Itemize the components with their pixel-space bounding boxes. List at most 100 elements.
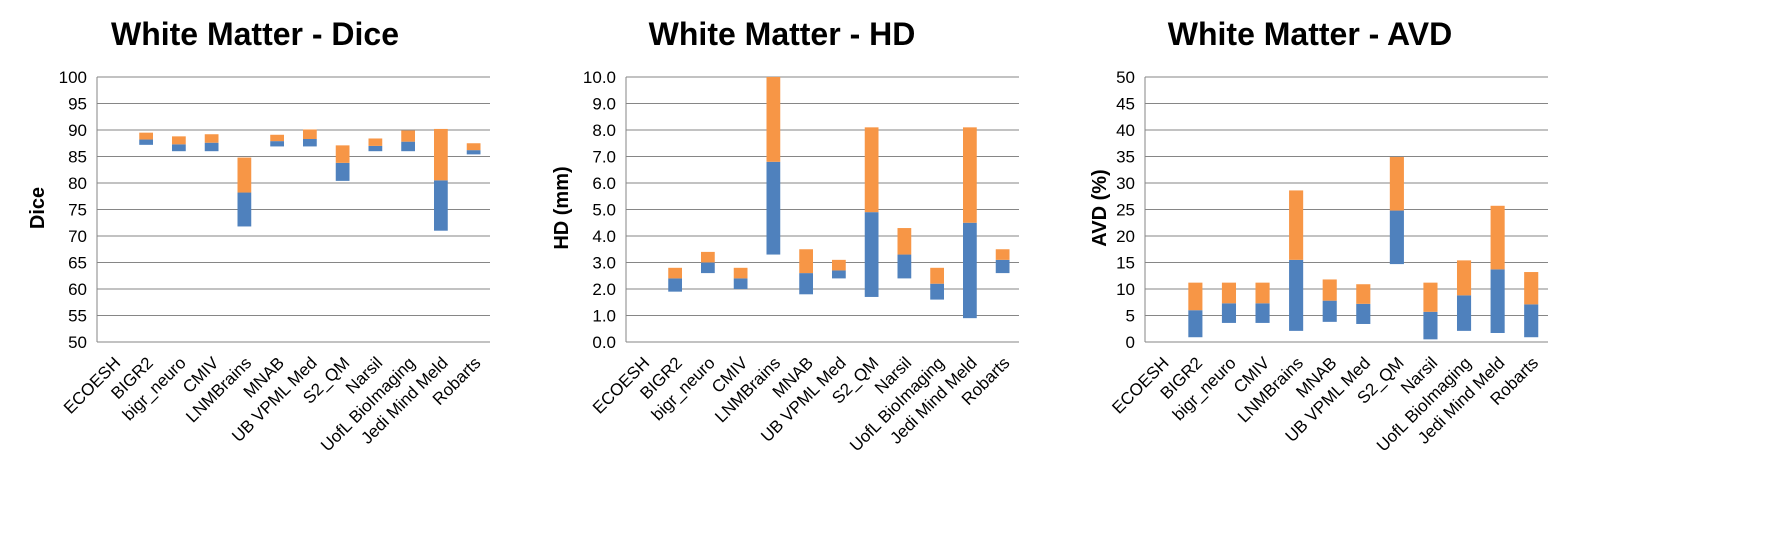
bar-lower-segment	[1255, 303, 1270, 323]
y-tick-label: 50	[68, 333, 87, 352]
bar-upper-segment	[1456, 260, 1472, 296]
y-tick-label: 0.0	[592, 333, 616, 352]
y-tick-label: 3.0	[592, 254, 616, 273]
bar-upper-segment	[766, 77, 781, 162]
bar-upper-segment	[1389, 157, 1404, 211]
y-tick-label: 2.0	[592, 280, 616, 299]
bar-upper-segment	[1356, 284, 1371, 304]
bar-lower-segment	[433, 180, 448, 231]
bar-upper-segment	[466, 143, 481, 151]
bar-lower-segment	[897, 254, 912, 279]
y-tick-label: 90	[68, 121, 87, 140]
y-tick-label: 25	[1116, 201, 1135, 220]
bar-upper-segment	[668, 267, 683, 279]
bar-upper-segment	[831, 259, 846, 271]
bar-upper-segment	[897, 228, 912, 255]
bar-lower-segment	[766, 161, 781, 255]
y-tick-label: 30	[1116, 174, 1135, 193]
y-tick-label: 50	[1116, 68, 1135, 87]
y-tick-label: 1.0	[592, 307, 616, 326]
hd-chart-svg: White Matter - HD HD (mm) 0.0 1.0 2.0 3.0 4.…	[551, 16, 1019, 455]
bar-upper-segment	[700, 251, 715, 263]
bar-upper-segment	[1490, 205, 1505, 270]
bar-upper-segment	[237, 157, 252, 193]
y-tick-label: 6.0	[592, 174, 616, 193]
y-tick-label: 10.0	[583, 68, 616, 87]
bar-upper-segment	[139, 132, 154, 140]
bar-upper-segment	[962, 127, 977, 223]
bar-upper-segment	[733, 267, 748, 279]
bar-lower-segment	[995, 259, 1010, 274]
bar-upper-segment	[1423, 282, 1438, 312]
bar-lower-segment	[1490, 269, 1505, 333]
chart-title: White Matter - AVD	[1168, 16, 1452, 52]
y-tick-label: 45	[1116, 95, 1135, 114]
bar-lower-segment	[1389, 210, 1404, 265]
y-axis-label: AVD (%)	[1089, 169, 1111, 246]
bar-lower-segment	[1322, 300, 1337, 322]
bar-lower-segment	[302, 139, 317, 147]
bar-upper-segment	[930, 267, 945, 284]
bar-lower-segment	[799, 273, 814, 295]
bar-lower-segment	[368, 145, 383, 152]
y-tick-label: 7.0	[592, 148, 616, 167]
bar-lower-segment	[668, 278, 683, 292]
dice-chart-svg: White Matter - Dice Dice 50 55 60 65 70 75 80 8…	[27, 16, 490, 455]
bar-upper-segment	[995, 249, 1010, 260]
y-tick-label: 40	[1116, 121, 1135, 140]
y-tick-label: 8.0	[592, 121, 616, 140]
bar-upper-segment	[1188, 282, 1203, 311]
y-tick-label: 9.0	[592, 95, 616, 114]
y-tick-label: 10	[1116, 280, 1135, 299]
bar-lower-segment	[1221, 303, 1237, 323]
bar-lower-segment	[930, 283, 945, 300]
bar-upper-segment	[302, 129, 317, 140]
bar-lower-segment	[335, 162, 350, 181]
y-tick-label: 35	[1116, 148, 1135, 167]
chart-title: White Matter - Dice	[111, 16, 399, 52]
bar-lower-segment	[962, 222, 977, 319]
bar-lower-segment	[1289, 259, 1304, 331]
bar-upper-segment	[401, 130, 416, 142]
bar-upper-segment	[171, 136, 186, 145]
bar-upper-segment	[1524, 272, 1539, 305]
bar-upper-segment	[204, 134, 219, 143]
bar-lower-segment	[139, 139, 154, 145]
y-tick-label: 60	[68, 280, 87, 299]
y-tick-label: 65	[68, 254, 87, 273]
bar-lower-segment	[204, 142, 219, 152]
avd-chart: White Matter - AVD AVD (%) 0 5 10 15 20 25 30 3…	[1080, 0, 1620, 533]
y-axis-label: HD (mm)	[551, 166, 573, 249]
bar-lower-segment	[831, 270, 846, 279]
bar-lower-segment	[864, 212, 879, 297]
bar-upper-segment	[433, 128, 448, 181]
y-tick-label: 5	[1126, 307, 1135, 326]
y-tick-label: 15	[1116, 254, 1135, 273]
bar-lower-segment	[1188, 310, 1203, 338]
y-tick-label: 4.0	[592, 227, 616, 246]
bar-upper-segment	[1289, 190, 1304, 260]
bar-lower-segment	[270, 141, 285, 147]
dice-chart: White Matter - Dice Dice 50 55 60 65 70 75 80 8…	[0, 0, 540, 533]
bar-upper-segment	[1255, 282, 1270, 304]
bar-lower-segment	[401, 141, 416, 152]
bar-upper-segment	[1221, 282, 1237, 304]
y-tick-label: 20	[1116, 227, 1135, 246]
bar-upper-segment	[799, 249, 814, 274]
avd-chart-svg: White Matter - AVD AVD (%) 0 5 10 15 20 25 30 3…	[1089, 16, 1548, 455]
y-tick-label: 55	[68, 307, 87, 326]
bar-lower-segment	[700, 262, 715, 274]
bar-lower-segment	[171, 144, 186, 152]
bar-lower-segment	[466, 150, 481, 155]
bar-lower-segment	[1524, 304, 1539, 338]
bar-lower-segment	[1423, 311, 1438, 340]
bar-upper-segment	[270, 134, 285, 142]
hd-chart: White Matter - HD HD (mm) 0.0 1.0 2.0 3.0 4.…	[540, 0, 1080, 533]
y-tick-label: 95	[68, 95, 87, 114]
bar-upper-segment	[368, 138, 383, 146]
y-tick-label: 80	[68, 174, 87, 193]
bar-lower-segment	[1456, 295, 1472, 331]
bar-lower-segment	[237, 192, 252, 227]
bar-upper-segment	[335, 145, 350, 163]
y-tick-label: 100	[59, 68, 87, 87]
